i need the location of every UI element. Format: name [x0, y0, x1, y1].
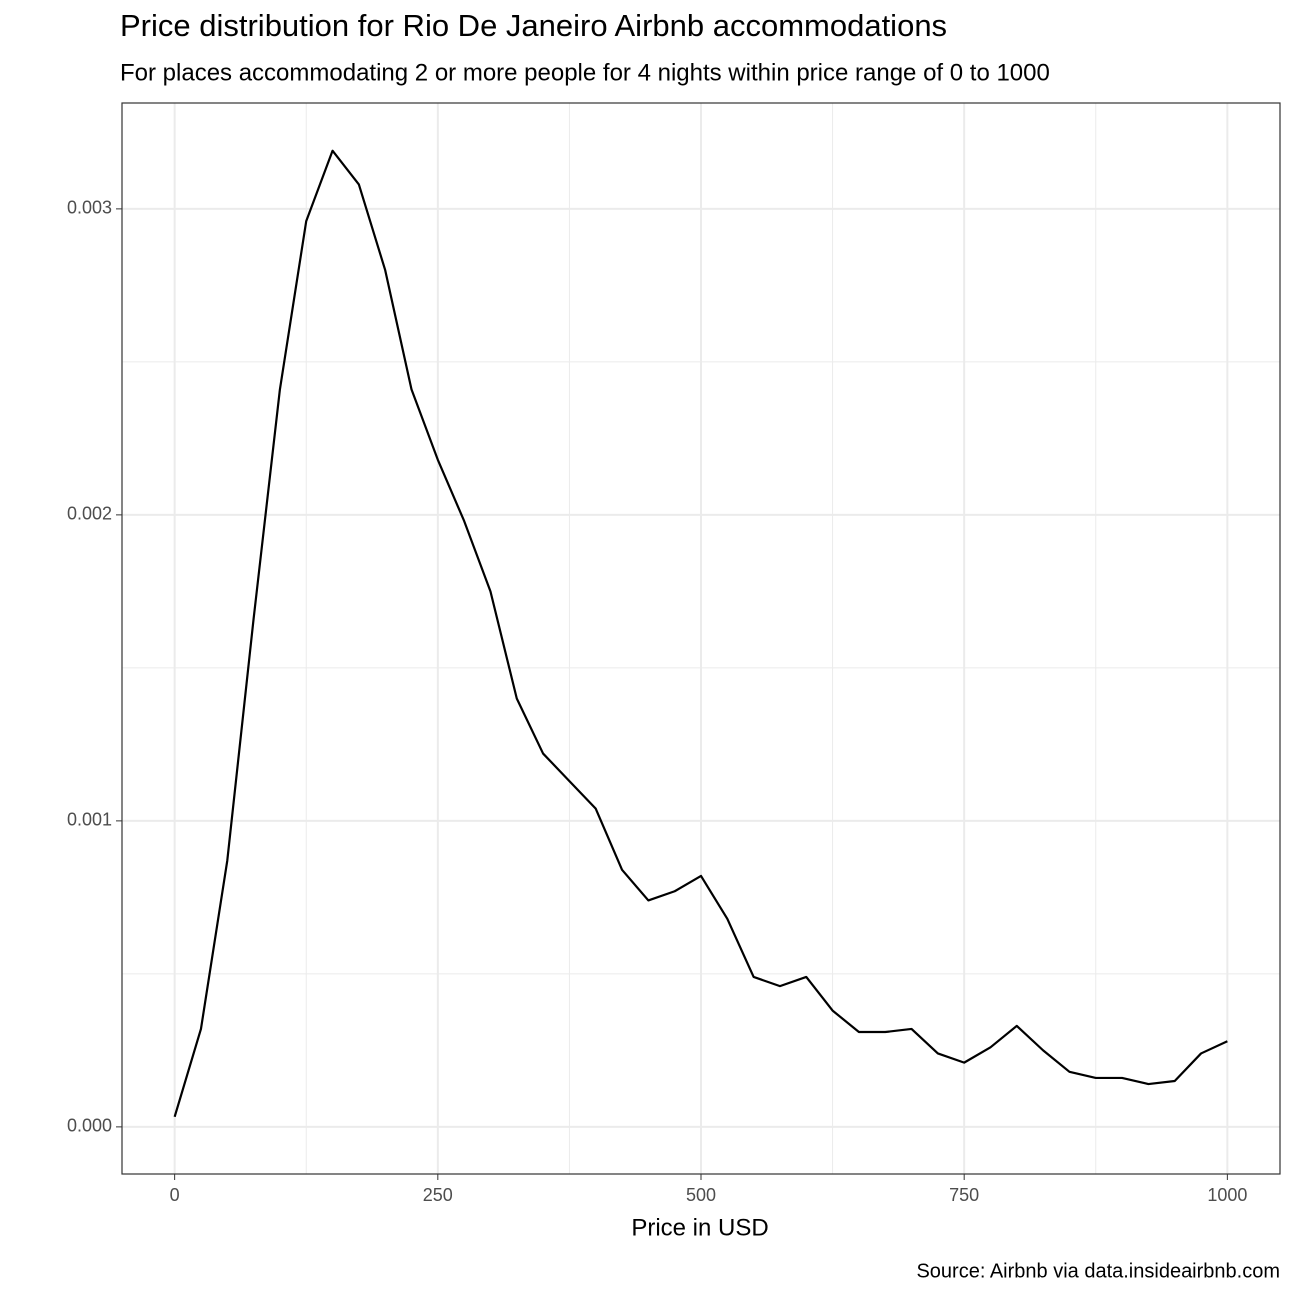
chart-subtitle: For places accommodating 2 or more peopl…	[120, 59, 1050, 86]
chart-title: Price distribution for Rio De Janeiro Ai…	[120, 8, 947, 43]
y-tick-label: 0.000	[67, 1116, 112, 1136]
panel-border	[121, 102, 1281, 1175]
y-tick-label: 0.002	[67, 504, 112, 524]
x-tick-label: 1000	[1207, 1185, 1247, 1205]
x-tick-label: 750	[949, 1185, 979, 1205]
x-tick-label: 250	[423, 1185, 453, 1205]
x-tick-label: 0	[170, 1185, 180, 1205]
y-tick-label: 0.003	[67, 198, 112, 218]
y-tick-label: 0.001	[67, 810, 112, 830]
x-axis-title: Price in USD	[631, 1214, 768, 1241]
x-tick-label: 500	[686, 1185, 716, 1205]
caption: Source: Airbnb via data.insideairbnb.com	[916, 1260, 1280, 1282]
density-line	[173, 149, 1228, 1118]
